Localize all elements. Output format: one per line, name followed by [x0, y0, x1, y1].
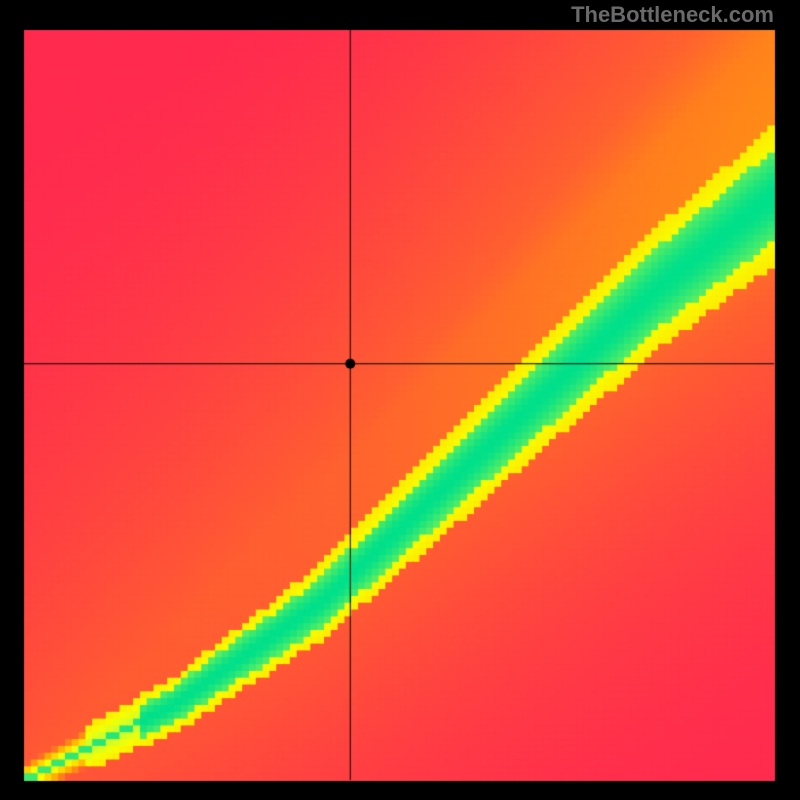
chart-container: { "watermark": { "text": "TheBottleneck.… [0, 0, 800, 800]
watermark-text: TheBottleneck.com [571, 2, 774, 28]
bottleneck-heatmap [0, 0, 800, 800]
